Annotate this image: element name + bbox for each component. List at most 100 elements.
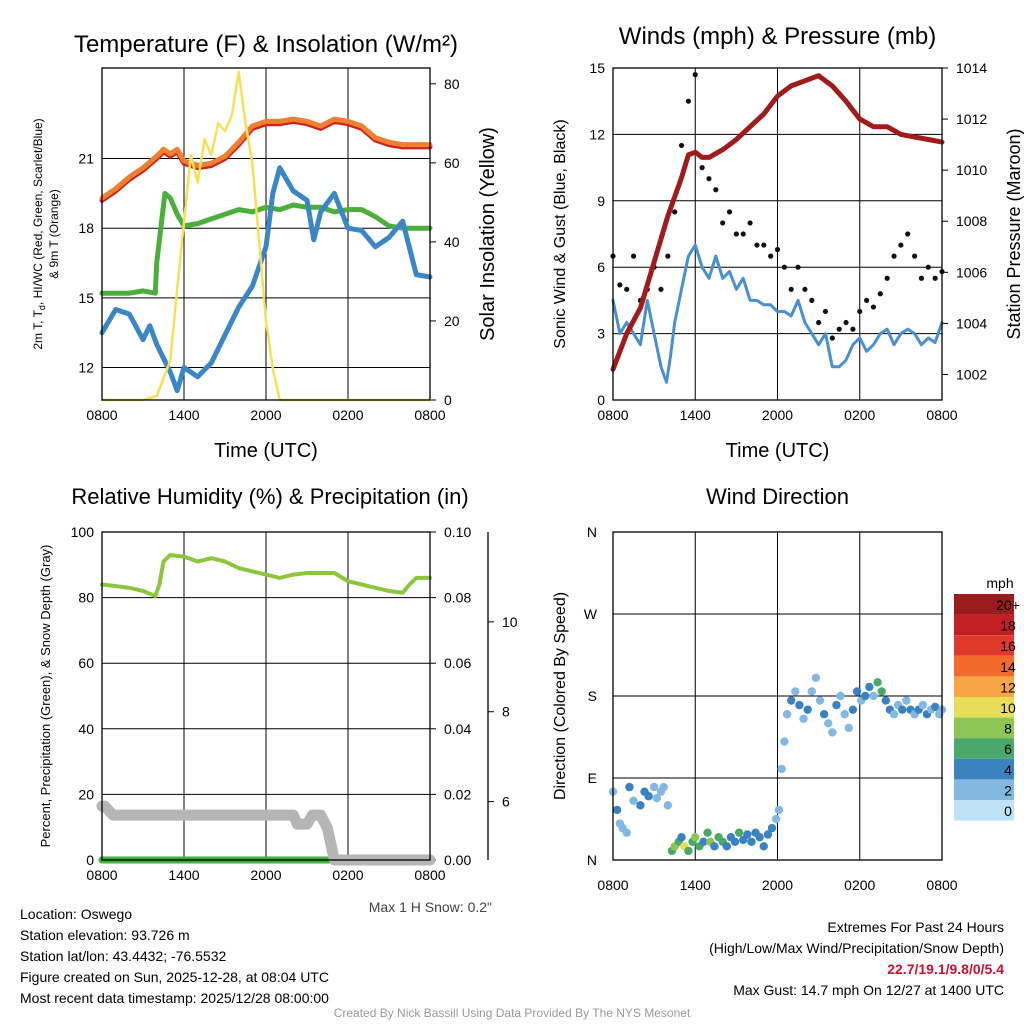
gust-point <box>726 209 733 215</box>
colorbar-label: 20+ <box>996 597 1020 613</box>
y-tick-label: 60 <box>78 655 94 671</box>
gust-point <box>706 176 712 182</box>
y2-tick-label: 20 <box>444 313 460 329</box>
gust-point <box>781 264 787 270</box>
colorbar-label: 12 <box>1000 679 1016 695</box>
y2-tick-label: 6 <box>502 794 510 810</box>
x-tick-label: 2000 <box>762 877 793 893</box>
x-tick-label: 0200 <box>332 867 363 883</box>
direction-point <box>771 814 781 824</box>
y2-tick-label: 1008 <box>956 213 987 229</box>
gust-point <box>685 98 691 104</box>
gust-point <box>905 231 911 237</box>
gust-point <box>630 253 637 259</box>
temperature-chart: 0800 1400 2000 0200 0800 12 15 18 21 Temperature … <box>31 31 499 462</box>
y-tick-label: 0 <box>86 852 94 868</box>
y-tick-label: 21 <box>78 151 94 167</box>
x-tick-label: 0200 <box>844 877 875 893</box>
series-station-pressure <box>610 73 945 372</box>
y2-tick-label: 1002 <box>956 366 987 382</box>
gust-point <box>665 253 671 259</box>
colorbar-swatch <box>954 717 1014 739</box>
y-tick-label: 15 <box>589 60 605 76</box>
direction-point <box>703 828 712 837</box>
x-axis-label: Time (UTC) <box>214 440 318 462</box>
gust-point <box>850 326 856 332</box>
y2-tick-label: 8 <box>502 704 510 720</box>
series-solar-insolation <box>100 70 432 402</box>
direction-point <box>677 833 686 842</box>
colorbar-label: 10 <box>1000 700 1016 716</box>
x-tick-label: 0800 <box>86 867 117 883</box>
gust-point <box>774 246 781 253</box>
direction-point <box>807 687 816 696</box>
max-snow-note: Max 1 H Snow: 0.2" <box>369 899 492 915</box>
plot-frame <box>612 531 943 861</box>
figure-created: Figure created on Sun, 2025-12-28, at 08… <box>20 969 329 985</box>
x-tick-label: 1400 <box>680 407 711 423</box>
gust-point <box>822 308 829 315</box>
colorbar-unit: mph <box>986 575 1013 591</box>
gust-point <box>857 308 863 315</box>
direction-point <box>747 837 756 846</box>
gust-point <box>809 297 815 303</box>
direction-point <box>663 801 673 810</box>
y-tick-label: 40 <box>78 721 94 737</box>
y-tick-label: 9 <box>597 193 605 209</box>
y2-axis-label: Solar Insolation (Yellow) <box>477 127 499 341</box>
y-axis-label: Percent, Precipitation (Green), & Snow D… <box>38 545 53 848</box>
direction-point <box>787 696 796 705</box>
colorbar-swatch <box>954 758 1014 780</box>
direction-point <box>612 805 622 815</box>
y2-tick-label: 1006 <box>956 264 987 280</box>
y2-tick-label: 60 <box>444 155 460 171</box>
y-tick-label: S <box>588 688 597 704</box>
colorbar-label: 14 <box>1000 659 1016 675</box>
x-axis-label: Time (UTC) <box>726 440 830 462</box>
direction-point <box>803 705 812 714</box>
y2-axis-label: Station Pressure (Maroon) <box>1004 128 1024 339</box>
direction-point <box>791 687 800 696</box>
x-tick-label: 2000 <box>762 407 793 423</box>
chart-title: Wind Direction <box>706 484 849 509</box>
colorbar-swatch <box>954 676 1014 697</box>
direction-point <box>659 782 668 792</box>
direction-point <box>684 846 693 856</box>
gust-point <box>816 319 822 326</box>
colorbar-swatch <box>954 697 1014 718</box>
x-tick-label: 0800 <box>597 407 628 423</box>
gust-point <box>829 335 835 341</box>
direction-point <box>824 719 833 728</box>
direction-point <box>811 673 821 682</box>
direction-point <box>755 833 764 842</box>
gust-point <box>918 275 925 281</box>
y-tick-label: W <box>584 606 598 622</box>
gust-point <box>788 286 794 292</box>
colorbar-label: 16 <box>1000 638 1016 654</box>
y2-tick-label: 0.06 <box>444 655 471 671</box>
colorbar-label: 6 <box>1004 741 1012 757</box>
gust-point <box>733 231 739 237</box>
extremes-panel: Extremes For Past 24 Hours (High/Low/Max… <box>709 917 1004 1001</box>
x-tick-label: 0200 <box>844 407 875 423</box>
direction-point <box>836 691 845 701</box>
gust-point <box>692 72 698 78</box>
direction-point <box>799 714 808 723</box>
direction-point <box>780 737 789 746</box>
chart-title: Relative Humidity (%) & Precipitation (i… <box>71 484 468 509</box>
extremes-title: Extremes For Past 24 Hours <box>827 919 1004 935</box>
series-sonic-wind <box>611 243 944 384</box>
y-axis-label: 2m T, Td, HI/WC (Red, Green, Scarlet/Blu… <box>31 118 47 349</box>
y-tick-label: E <box>588 770 597 786</box>
x-tick-label: 1400 <box>168 867 199 883</box>
gust-point <box>898 242 904 248</box>
direction-point <box>930 702 940 712</box>
station-elevation: Station elevation: 93.726 m <box>20 927 190 943</box>
series-wind-chill <box>99 165 433 394</box>
y2-tick-label: 80 <box>444 76 460 92</box>
station-latlon: Station lat/lon: 43.4432; -76.5532 <box>20 948 227 964</box>
direction-point <box>652 793 662 803</box>
colorbar-swatch <box>954 779 1014 800</box>
